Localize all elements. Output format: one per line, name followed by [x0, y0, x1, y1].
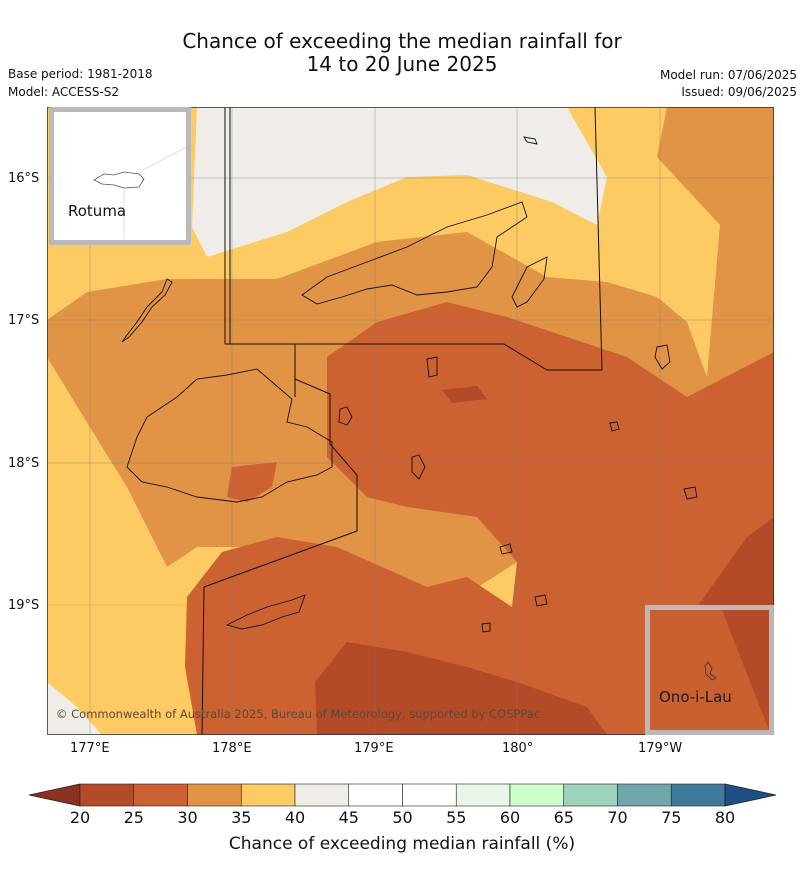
colorbar-over-arrow [724, 783, 777, 807]
lon-label-179w: 179°W [638, 741, 683, 756]
rotuma-label: Rotuma [68, 202, 127, 220]
colorbar-bin [455, 783, 511, 807]
colorbar-tick-label: 20 [69, 808, 91, 827]
ono-i-lau-shading [704, 610, 769, 730]
colorbar-bin [187, 783, 242, 807]
ono-i-lau-label: Ono-i-Lau [659, 688, 732, 706]
colorbar-bin [402, 783, 457, 807]
colorbar-tick-label: 80 [714, 808, 736, 827]
coastlines [121, 136, 698, 633]
kadavu-island [225, 594, 306, 630]
title-line-1: Chance of exceeding the median rainfall … [182, 29, 622, 53]
colorbar-tick-label: 75 [661, 808, 682, 827]
colorbar-bin [563, 783, 618, 807]
lau-island-e [609, 421, 620, 432]
colorbar-tick-label: 70 [607, 808, 628, 827]
region-20-25-patch [442, 386, 487, 403]
taveuni-island [511, 256, 548, 308]
colorbar-bin [79, 783, 135, 807]
ovalau-island [338, 406, 353, 426]
lon-label-178e: 178°E [212, 741, 252, 756]
colorbar-under-arrow [28, 783, 81, 807]
southern-reef [481, 622, 491, 633]
colorbar-title: Chance of exceeding median rainfall (%) [228, 834, 576, 854]
colorbar-bin [670, 783, 726, 807]
lau-island-b [683, 486, 698, 500]
colorbar-tick-label: 30 [177, 808, 198, 827]
yasawa-islands [121, 278, 173, 343]
lon-label-177e: 177°E [70, 741, 110, 756]
colorbar-tick-label: 60 [499, 808, 521, 827]
lat-label-17s: 17°S [8, 313, 40, 328]
title-line-2: 14 to 20 June 2025 [306, 52, 498, 76]
colorbar-tick-label: 65 [553, 808, 574, 827]
gau-island [411, 454, 426, 480]
colorbar-bin [240, 783, 296, 807]
colorbar-bin [294, 783, 350, 807]
model-name: Model: ACCESS-S2 [8, 85, 120, 99]
colorbar-bin [509, 783, 565, 807]
vanua-levu-island [301, 201, 528, 305]
rotuma-inset: Rotuma [49, 107, 191, 245]
lau-island-a [654, 344, 671, 370]
colorbar-tick-label: 55 [446, 808, 467, 827]
base-period: Base period: 1981-2018 [8, 67, 153, 81]
northern-reef [523, 136, 538, 145]
lat-label-19s: 19°S [8, 598, 40, 613]
region-40-45-southwest [47, 682, 102, 735]
lau-island-d [534, 594, 548, 607]
region-20-25-south [315, 642, 607, 735]
lon-label-180: 180° [502, 741, 534, 756]
koro-island [426, 356, 438, 378]
ono-i-lau-island-outline [704, 661, 717, 681]
colorbar-tick-label: 40 [284, 808, 306, 827]
region-40-45-north [192, 107, 607, 257]
map-title: Chance of exceeding the median rainfall … [0, 30, 804, 76]
lat-label-18s: 18°S [8, 456, 40, 471]
colorbar-tick-label: 50 [392, 808, 413, 827]
issued-date: Issued: 09/06/2025 [681, 85, 797, 99]
rotuma-island-outline [93, 146, 186, 240]
colorbar-tick-label: 45 [338, 808, 359, 827]
ono-i-lau-inset: Ono-i-Lau [645, 605, 774, 735]
division-boundaries [201, 107, 603, 735]
model-run: Model run: 07/06/2025 [659, 68, 797, 82]
rainfall-map: Rotuma Ono-i-Lau [47, 107, 774, 735]
copyright-notice: © Commonwealth of Australia 2025, Bureau… [56, 707, 541, 721]
lau-island-c [499, 543, 513, 555]
viti-levu-island [126, 368, 333, 503]
colorbar-bin [348, 783, 403, 807]
lon-label-179e: 179°E [354, 741, 394, 756]
lat-label-16s: 16°S [8, 171, 40, 186]
colorbar-tick-label: 25 [123, 808, 144, 827]
colorbar-bin [617, 783, 672, 807]
colorbar-bin [133, 783, 188, 807]
colorbar-tick-label: 35 [231, 808, 252, 827]
region-25-30 [185, 302, 774, 735]
colorbar [28, 783, 777, 807]
region-25-30-patch [227, 462, 277, 502]
